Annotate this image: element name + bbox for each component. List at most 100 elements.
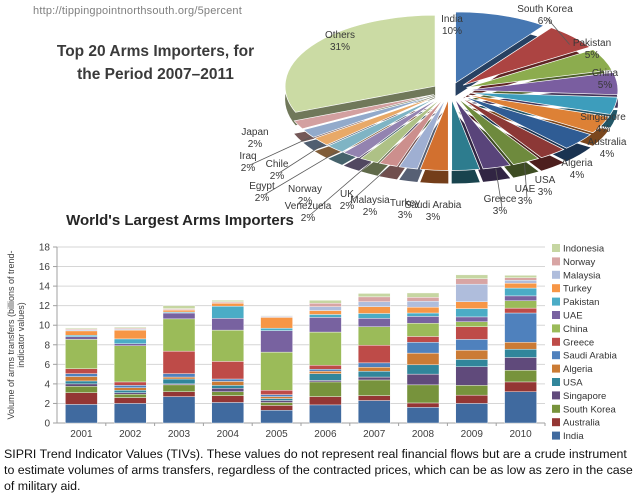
bar-segment-2002-saudi-arabia <box>114 385 146 387</box>
bar-segment-2007-pakistan <box>358 313 390 318</box>
bar-segment-2002-algeria <box>114 388 146 390</box>
bar-segment-2010-singapore <box>505 357 537 370</box>
bar-segment-2005-turkey <box>261 317 293 328</box>
bar-segment-2007-china <box>358 327 390 346</box>
bar-segment-2010-greece <box>505 308 537 313</box>
bar-segment-2005-usa <box>261 399 293 401</box>
bar-segment-2009-malaysia <box>456 284 488 302</box>
bar-segment-2003-uae <box>163 313 195 319</box>
x-axis-label: 2010 <box>509 429 532 440</box>
y-axis-tick-label: 8 <box>44 340 50 351</box>
bar-segment-2010-china <box>505 301 537 308</box>
bar-segment-2006-greece <box>309 365 341 369</box>
bar-segment-2007-india <box>358 401 390 423</box>
bar-segment-2006-turkey <box>309 311 341 315</box>
bar-segment-2008-greece <box>407 336 439 342</box>
y-axis-tick-label: 10 <box>39 321 51 332</box>
legend-swatch-indonesia <box>552 244 560 252</box>
bar-segment-2009-uae <box>456 317 488 322</box>
bar-segment-2003-australia <box>163 392 195 397</box>
bar-segment-2010-malaysia <box>505 280 537 283</box>
bar-legend: IndonesiaNorwayMalaysiaTurkeyPakistanUAE… <box>552 244 618 443</box>
legend-label-pakistan: Pakistan <box>563 297 599 308</box>
bar-segment-2007-australia <box>358 396 390 401</box>
bar-segment-2005-south-korea <box>261 402 293 405</box>
bar-segment-2008-singapore <box>407 374 439 385</box>
bar-segment-2008-indonesia <box>407 293 439 297</box>
x-axis-label: 2006 <box>314 429 337 440</box>
bar-segment-2006-saudi-arabia <box>309 369 341 371</box>
bar-segment-2002-turkey <box>114 330 146 339</box>
legend-label-malaysia: Malaysia <box>563 270 601 281</box>
bar-segment-2007-saudi-arabia <box>358 363 390 367</box>
bar-segment-2004-turkey <box>212 303 244 306</box>
bar-segment-2005-australia <box>261 405 293 410</box>
bar-segment-2010-indonesia <box>505 275 537 277</box>
bar-segment-2009-india <box>456 403 488 423</box>
legend-swatch-australia <box>552 418 560 426</box>
bar-segment-2004-china <box>212 330 244 361</box>
x-axis-label: 2009 <box>461 429 484 440</box>
legend-label-usa: USA <box>563 378 583 389</box>
bar-segment-2006-norway <box>309 303 341 306</box>
bar-segment-2008-norway <box>407 297 439 301</box>
bar-segment-2010-australia <box>505 382 537 392</box>
bar-segment-2009-turkey <box>456 302 488 309</box>
bar-segment-2001-india <box>65 404 97 423</box>
bar-segment-2006-pakistan <box>309 314 341 317</box>
bar-segment-2003-china <box>163 319 195 351</box>
bar-segment-2008-australia <box>407 403 439 407</box>
bar-segment-2004-indonesia <box>212 300 244 301</box>
bar-segment-2001-indonesia <box>65 328 97 329</box>
bar-segment-2004-australia <box>212 396 244 403</box>
x-axis-label: 2008 <box>412 429 435 440</box>
bar-segment-2002-india <box>114 403 146 423</box>
bar-segment-2002-pakistan <box>114 339 146 344</box>
bar-segment-2006-china <box>309 332 341 365</box>
bar-segment-2005-algeria <box>261 397 293 399</box>
legend-label-singapore: Singapore <box>563 391 606 402</box>
bar-segment-2006-malaysia <box>309 307 341 311</box>
bar-segment-2003-turkey <box>163 310 195 312</box>
bar-segment-2007-uae <box>358 318 390 326</box>
bar-segment-2004-south-korea <box>212 392 244 396</box>
legend-swatch-norway <box>552 257 560 265</box>
bar-segment-2001-saudi-arabia <box>65 374 97 377</box>
bar-segment-2010-saudi-arabia <box>505 313 537 342</box>
bar-segment-2010-usa <box>505 349 537 357</box>
bar-segment-2004-algeria <box>212 381 244 385</box>
bar-segment-2001-china <box>65 339 97 368</box>
bar-segment-2002-south-korea <box>114 394 146 397</box>
legend-swatch-south-korea <box>552 405 560 413</box>
bar-segment-2010-norway <box>505 278 537 280</box>
bar-segment-2005-greece <box>261 390 293 394</box>
legend-label-indonesia: Indonesia <box>563 244 605 255</box>
bar-segment-2005-pakistan <box>261 328 293 330</box>
bar-segment-2006-uae <box>309 317 341 332</box>
bar-segment-2003-india <box>163 397 195 423</box>
legend-swatch-malaysia <box>552 271 560 279</box>
y-axis-tick-label: 16 <box>39 262 51 273</box>
bar-segment-2010-pakistan <box>505 288 537 296</box>
bar-segment-2010-turkey <box>505 283 537 288</box>
bar-segment-2004-pakistan <box>212 306 244 318</box>
bar-segment-2004-india <box>212 402 244 423</box>
bar-segment-2003-saudi-arabia <box>163 374 195 377</box>
y-axis-tick-label: 4 <box>44 379 50 390</box>
legend-label-south-korea: South Korea <box>563 404 617 415</box>
bar-segment-2004-saudi-arabia <box>212 379 244 381</box>
legend-swatch-china <box>552 324 560 332</box>
legend-label-australia: Australia <box>563 418 601 429</box>
bar-segment-2009-singapore <box>456 367 488 386</box>
bar-segment-2007-indonesia <box>358 293 390 296</box>
bar-segment-2008-uae <box>407 316 439 323</box>
bar-segment-2008-south-korea <box>407 385 439 403</box>
bar-segment-2001-uae <box>65 337 97 340</box>
